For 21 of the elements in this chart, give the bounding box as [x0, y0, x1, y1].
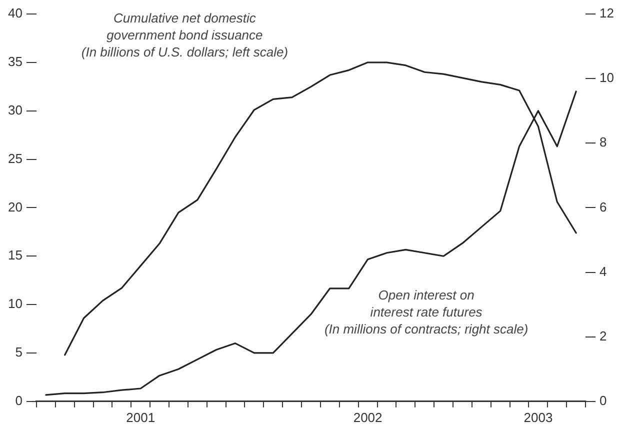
annotation: Cumulative net domestic government bond issuance (In billions of U.S. dollars; left scale) [81, 10, 288, 60]
y-tick-label: 10 [8, 296, 22, 312]
y-tick-label: 30 [8, 102, 22, 118]
y2-tick-label: 2 [600, 328, 607, 344]
y-tick-label: 5 [15, 344, 22, 360]
y2-tick-label: 0 [600, 392, 607, 408]
x-tick-label: 2001 [126, 410, 156, 425]
y2-tick-label: 8 [600, 134, 607, 150]
annotation: Open interest on interest rate futures (In millions of contracts; right scale) [324, 288, 528, 337]
y-tick-label: 35 [8, 54, 22, 70]
y-tick-label: 0 [15, 392, 22, 408]
y2-tick-label: 10 [600, 70, 614, 86]
y-tick-label: 15 [8, 248, 22, 263]
y-tick-label: 40 [8, 6, 22, 21]
y2-tick-label: 4 [600, 264, 607, 279]
y2-tick-label: 6 [600, 199, 607, 214]
x-tick-label: 2003 [524, 410, 553, 425]
y-tick-label: 25 [8, 150, 22, 166]
y2-tick-label: 12 [600, 6, 614, 21]
y-tick-label: 20 [8, 199, 22, 214]
x-tick-label: 2002 [353, 410, 382, 425]
